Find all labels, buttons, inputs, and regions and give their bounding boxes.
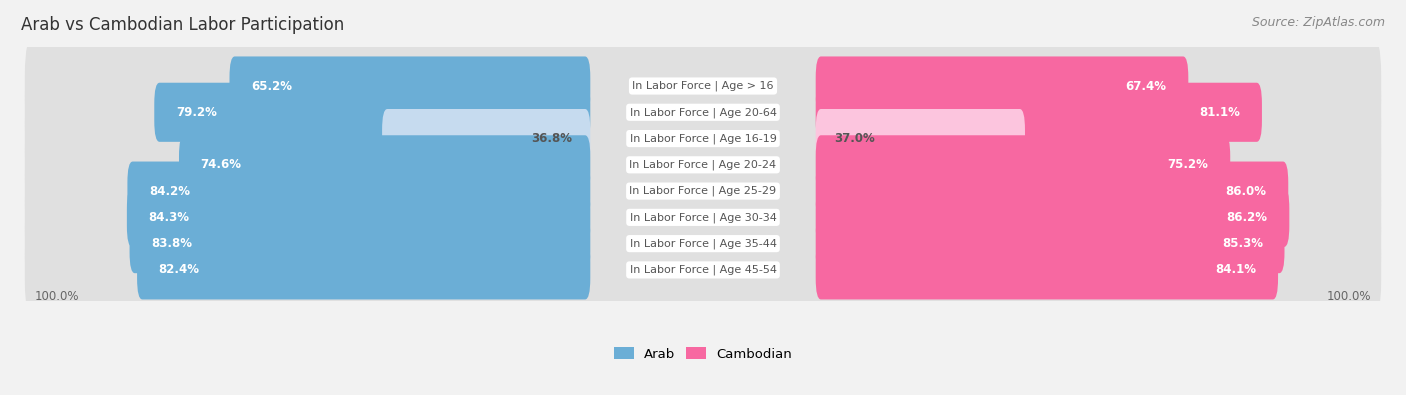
FancyBboxPatch shape [25, 167, 1381, 268]
Text: 100.0%: 100.0% [35, 290, 79, 303]
Text: 86.2%: 86.2% [1226, 211, 1268, 224]
Text: 100.0%: 100.0% [1327, 290, 1371, 303]
Text: In Labor Force | Age 45-54: In Labor Force | Age 45-54 [630, 265, 776, 275]
FancyBboxPatch shape [25, 62, 1381, 163]
FancyBboxPatch shape [815, 214, 1285, 273]
FancyBboxPatch shape [815, 83, 1263, 142]
Text: In Labor Force | Age 16-19: In Labor Force | Age 16-19 [630, 133, 776, 144]
Text: 81.1%: 81.1% [1199, 106, 1240, 119]
Text: 65.2%: 65.2% [252, 79, 292, 92]
FancyBboxPatch shape [128, 162, 591, 221]
FancyBboxPatch shape [25, 219, 1381, 320]
FancyBboxPatch shape [129, 214, 591, 273]
Text: In Labor Force | Age 30-34: In Labor Force | Age 30-34 [630, 212, 776, 223]
FancyBboxPatch shape [25, 193, 1381, 294]
Text: 84.2%: 84.2% [149, 184, 190, 198]
Text: 79.2%: 79.2% [176, 106, 217, 119]
Text: 85.3%: 85.3% [1222, 237, 1263, 250]
FancyBboxPatch shape [25, 88, 1381, 189]
Text: In Labor Force | Age 25-29: In Labor Force | Age 25-29 [630, 186, 776, 196]
FancyBboxPatch shape [815, 162, 1288, 221]
Text: In Labor Force | Age 35-44: In Labor Force | Age 35-44 [630, 239, 776, 249]
FancyBboxPatch shape [127, 188, 591, 247]
FancyBboxPatch shape [382, 109, 591, 168]
FancyBboxPatch shape [136, 240, 591, 299]
Text: In Labor Force | Age > 16: In Labor Force | Age > 16 [633, 81, 773, 91]
Text: 74.6%: 74.6% [201, 158, 242, 171]
FancyBboxPatch shape [815, 240, 1278, 299]
Text: 67.4%: 67.4% [1126, 79, 1167, 92]
FancyBboxPatch shape [815, 188, 1289, 247]
Text: In Labor Force | Age 20-64: In Labor Force | Age 20-64 [630, 107, 776, 118]
FancyBboxPatch shape [155, 83, 591, 142]
Text: 84.1%: 84.1% [1215, 263, 1257, 276]
Text: 36.8%: 36.8% [531, 132, 572, 145]
FancyBboxPatch shape [815, 135, 1230, 194]
FancyBboxPatch shape [815, 56, 1188, 116]
Text: Source: ZipAtlas.com: Source: ZipAtlas.com [1251, 16, 1385, 29]
FancyBboxPatch shape [25, 141, 1381, 242]
FancyBboxPatch shape [229, 56, 591, 116]
FancyBboxPatch shape [25, 114, 1381, 215]
Text: 86.0%: 86.0% [1226, 184, 1267, 198]
Text: Arab vs Cambodian Labor Participation: Arab vs Cambodian Labor Participation [21, 16, 344, 34]
Text: 75.2%: 75.2% [1168, 158, 1209, 171]
Text: 83.8%: 83.8% [152, 237, 193, 250]
Text: 82.4%: 82.4% [159, 263, 200, 276]
FancyBboxPatch shape [815, 109, 1025, 168]
FancyBboxPatch shape [179, 135, 591, 194]
FancyBboxPatch shape [25, 36, 1381, 137]
Text: 84.3%: 84.3% [149, 211, 190, 224]
Legend: Arab, Cambodian: Arab, Cambodian [609, 342, 797, 366]
Text: 37.0%: 37.0% [834, 132, 875, 145]
Text: In Labor Force | Age 20-24: In Labor Force | Age 20-24 [630, 160, 776, 170]
